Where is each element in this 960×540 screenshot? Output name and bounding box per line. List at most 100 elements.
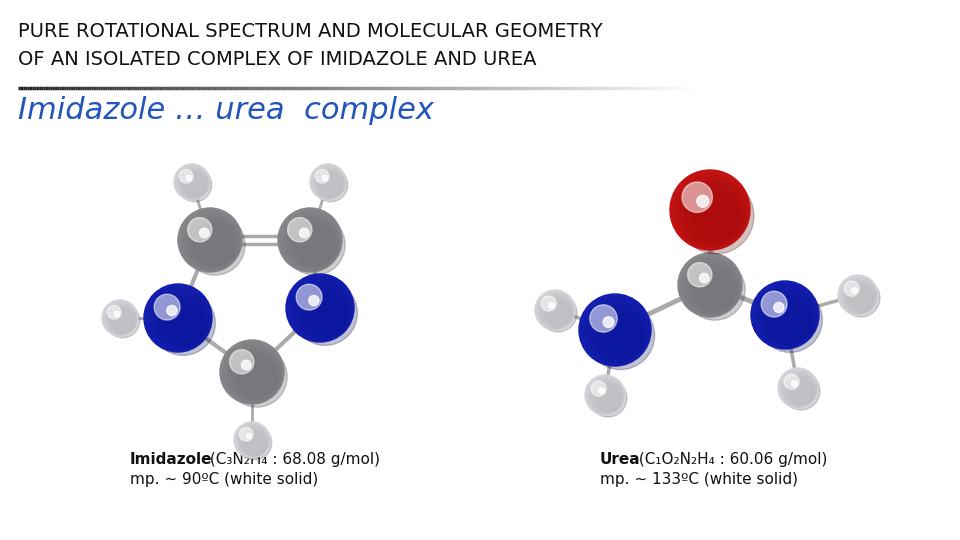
Circle shape [589,305,617,332]
Circle shape [539,294,573,328]
Circle shape [178,208,242,272]
Circle shape [310,164,346,200]
Circle shape [144,284,212,352]
Circle shape [235,423,270,457]
Circle shape [778,368,818,408]
Circle shape [782,372,820,410]
Circle shape [184,214,245,275]
Circle shape [852,288,857,294]
Circle shape [293,281,357,346]
Circle shape [186,176,191,181]
Circle shape [697,195,708,207]
Circle shape [754,284,818,348]
Circle shape [178,167,208,199]
Circle shape [756,287,816,347]
Circle shape [844,281,859,296]
Circle shape [310,164,346,200]
Circle shape [102,300,138,336]
Circle shape [838,275,878,315]
Circle shape [838,275,878,315]
Circle shape [757,288,823,353]
Circle shape [548,302,555,308]
Circle shape [246,433,252,438]
Circle shape [700,273,709,283]
Circle shape [106,303,136,335]
Circle shape [678,178,754,254]
Circle shape [286,274,354,342]
Circle shape [284,214,346,275]
Circle shape [300,228,309,238]
Text: OF AN ISOLATED COMPLEX OF IMIDAZOLE AND UREA: OF AN ISOLATED COMPLEX OF IMIDAZOLE AND … [18,50,537,69]
Circle shape [681,256,741,316]
Circle shape [167,306,177,315]
Circle shape [102,300,138,336]
Circle shape [586,300,648,363]
Circle shape [283,214,340,269]
Circle shape [155,294,180,320]
Circle shape [674,173,749,248]
Circle shape [104,301,137,335]
Text: Imidazole: Imidazole [130,452,212,467]
Text: Urea: Urea [600,452,640,467]
Circle shape [180,170,193,183]
Circle shape [535,290,575,330]
Circle shape [151,291,215,355]
Circle shape [114,312,119,317]
Circle shape [183,214,240,269]
Text: (C₁O₂N₂H₄ : 60.06 g/mol): (C₁O₂N₂H₄ : 60.06 g/mol) [634,452,828,467]
Circle shape [229,349,253,374]
Circle shape [322,176,327,181]
Circle shape [588,379,623,414]
Circle shape [313,167,345,199]
Circle shape [791,381,798,387]
Circle shape [278,208,342,272]
Circle shape [670,170,750,250]
Circle shape [537,292,574,329]
Circle shape [598,388,605,394]
Circle shape [687,262,712,287]
Circle shape [579,294,651,366]
Circle shape [238,426,272,460]
Circle shape [234,422,270,458]
Circle shape [237,425,269,457]
Circle shape [761,291,787,317]
Circle shape [289,277,352,341]
Circle shape [678,253,742,317]
Circle shape [220,340,284,404]
Circle shape [751,281,819,349]
Circle shape [587,301,655,369]
Circle shape [297,284,322,310]
Circle shape [316,170,329,183]
Circle shape [288,218,312,242]
Circle shape [178,208,242,272]
Circle shape [678,253,742,317]
Circle shape [200,228,209,238]
Circle shape [174,164,210,200]
Circle shape [684,259,745,320]
Circle shape [178,167,212,202]
Circle shape [314,167,348,202]
Text: PURE ROTATIONAL SPECTRUM AND MOLECULAR GEOMETRY: PURE ROTATIONAL SPECTRUM AND MOLECULAR G… [18,22,603,41]
Circle shape [684,259,739,315]
Circle shape [226,346,281,402]
Circle shape [778,368,818,408]
Circle shape [781,372,817,407]
Circle shape [176,166,209,199]
Circle shape [144,284,212,352]
Circle shape [312,166,346,199]
Text: mp. ∼ 133ºC (white solid): mp. ∼ 133ºC (white solid) [600,472,798,487]
Circle shape [784,374,799,389]
Circle shape [780,370,817,407]
Text: (C₃N₂H₄ : 68.08 g/mol): (C₃N₂H₄ : 68.08 g/mol) [205,452,380,467]
Circle shape [585,375,625,415]
Text: mp. ∼ 90ºC (white solid): mp. ∼ 90ºC (white solid) [130,472,319,487]
Circle shape [539,294,577,332]
Circle shape [535,290,575,330]
Circle shape [751,281,819,349]
Circle shape [223,343,283,403]
Circle shape [842,279,876,314]
Text: Imidazole … urea  complex: Imidazole … urea complex [18,96,434,125]
Circle shape [309,295,319,306]
Circle shape [670,170,750,250]
Circle shape [292,280,351,340]
